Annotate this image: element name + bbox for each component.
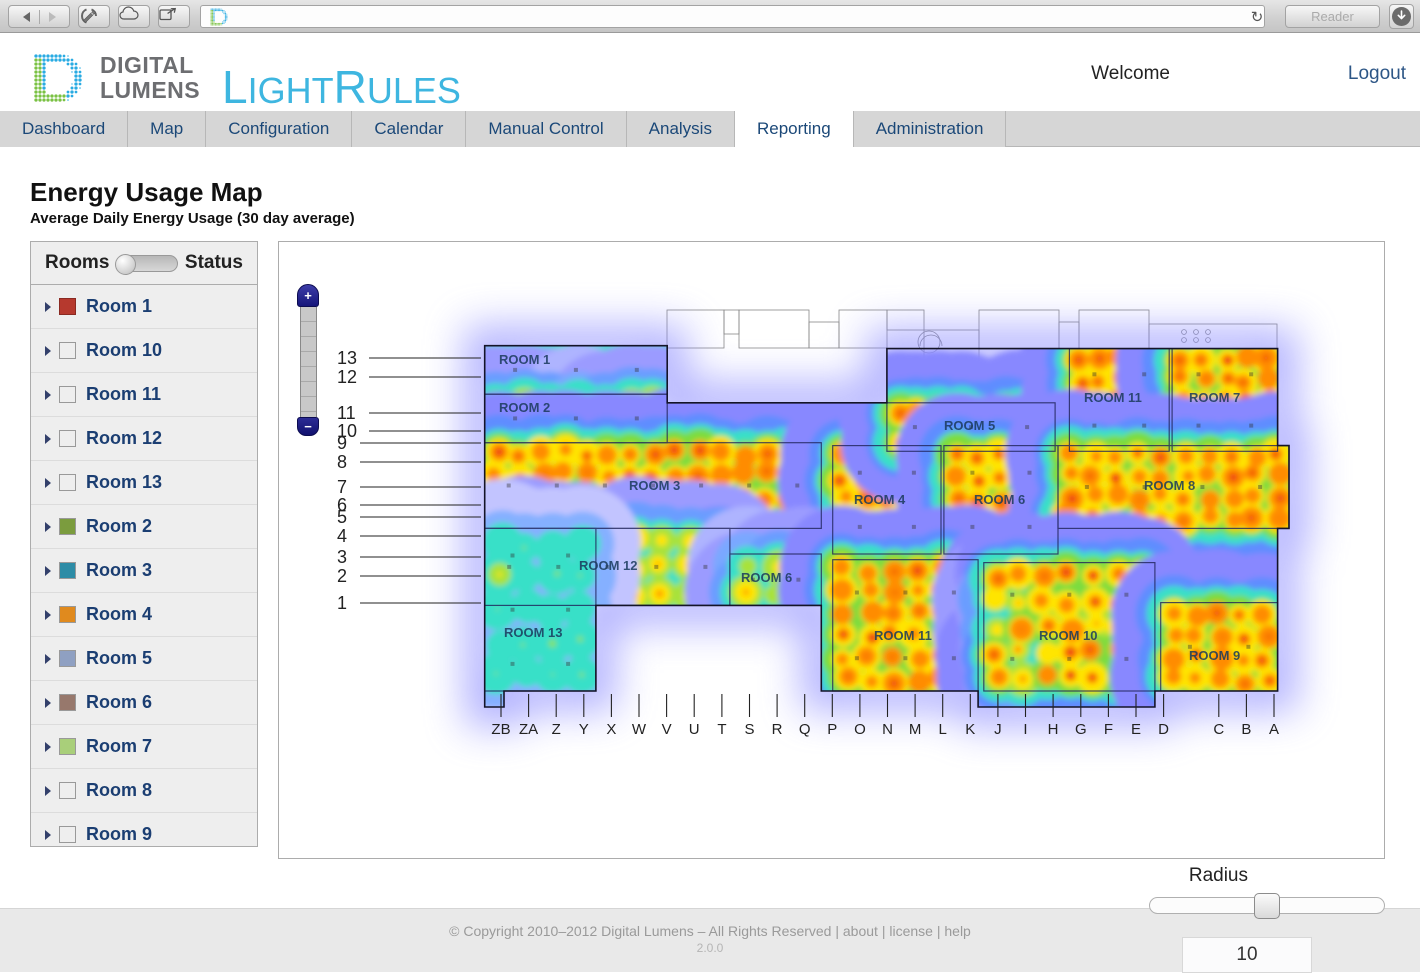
svg-text:ROOM 1: ROOM 1 (499, 352, 550, 367)
svg-text:X: X (606, 721, 616, 738)
svg-text:ROOM 6: ROOM 6 (974, 492, 1025, 507)
svg-text:ROOM 9: ROOM 9 (1189, 648, 1240, 663)
svg-text:5: 5 (337, 507, 347, 527)
svg-text:V: V (662, 721, 672, 738)
svg-text:1: 1 (337, 593, 347, 613)
svg-text:D: D (1158, 721, 1169, 738)
svg-text:ROOM 12: ROOM 12 (579, 558, 638, 573)
svg-text:ROOM 5: ROOM 5 (944, 418, 995, 433)
svg-text:ROOM 2: ROOM 2 (499, 400, 550, 415)
svg-text:8: 8 (337, 452, 347, 472)
svg-text:E: E (1131, 721, 1141, 738)
svg-text:C: C (1213, 721, 1224, 738)
svg-text:K: K (965, 721, 975, 738)
svg-text:B: B (1241, 721, 1251, 738)
svg-text:9: 9 (337, 433, 347, 453)
svg-text:N: N (882, 721, 893, 738)
svg-text:ZA: ZA (519, 721, 538, 738)
svg-text:ZB: ZB (491, 721, 510, 738)
svg-text:ROOM 11: ROOM 11 (1084, 390, 1142, 405)
svg-text:M: M (909, 721, 922, 738)
svg-text:ROOM 8: ROOM 8 (1144, 478, 1195, 493)
svg-text:12: 12 (337, 367, 357, 387)
svg-text:A: A (1269, 721, 1279, 738)
svg-text:ROOM 10: ROOM 10 (1039, 628, 1098, 643)
svg-text:Y: Y (579, 721, 589, 738)
svg-text:ROOM 3: ROOM 3 (629, 478, 680, 493)
svg-text:P: P (827, 721, 837, 738)
svg-text:Q: Q (799, 721, 811, 738)
svg-text:4: 4 (337, 526, 347, 546)
svg-text:T: T (717, 721, 726, 738)
svg-text:J: J (994, 721, 1002, 738)
svg-text:O: O (854, 721, 866, 738)
svg-text:ROOM 11: ROOM 11 (874, 628, 932, 643)
svg-text:U: U (689, 721, 700, 738)
svg-text:Z: Z (552, 721, 561, 738)
svg-text:I: I (1023, 721, 1027, 738)
svg-text:ROOM 7: ROOM 7 (1189, 390, 1240, 405)
svg-text:G: G (1075, 721, 1087, 738)
svg-text:ROOM 13: ROOM 13 (504, 625, 563, 640)
svg-text:W: W (632, 721, 647, 738)
svg-text:F: F (1104, 721, 1113, 738)
svg-text:L: L (939, 721, 947, 738)
svg-text:S: S (744, 721, 754, 738)
svg-text:13: 13 (337, 348, 357, 368)
svg-text:7: 7 (337, 477, 347, 497)
svg-text:R: R (772, 721, 783, 738)
svg-text:ROOM 4: ROOM 4 (854, 492, 906, 507)
svg-text:11: 11 (337, 403, 356, 423)
svg-text:3: 3 (337, 547, 347, 567)
svg-text:2: 2 (337, 566, 347, 586)
svg-text:H: H (1048, 721, 1059, 738)
svg-text:ROOM 6: ROOM 6 (741, 570, 792, 585)
